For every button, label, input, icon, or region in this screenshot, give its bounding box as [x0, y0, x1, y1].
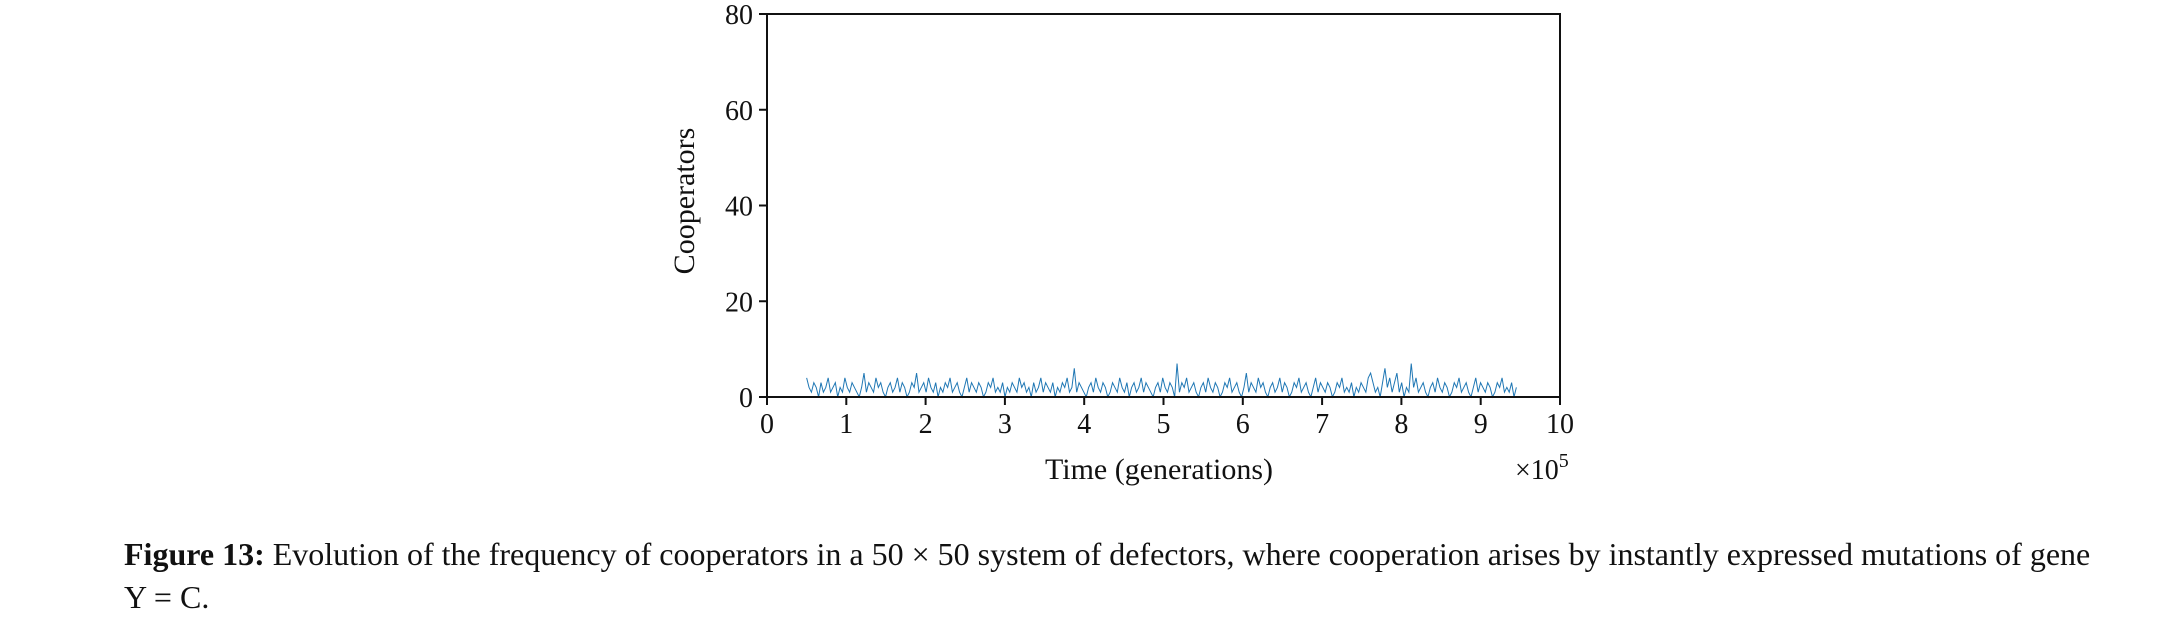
chart: 0 1 2 3 4 5 6 7 8 9 10 0 20 40 60 80 Time (generations…: [668, 0, 1574, 486]
figure-caption: Figure 13: Evolution of the frequency of…: [124, 533, 2114, 619]
plot-area: [766, 13, 1561, 399]
y-axis-title: Cooperators: [668, 128, 701, 275]
x-axis-title: Time (generations): [1045, 453, 1273, 486]
y-tick-label: 0: [739, 383, 753, 414]
x-tick-label: 2: [919, 409, 933, 440]
x-tick-label: 3: [998, 409, 1012, 440]
x-tick-label: 10: [1546, 409, 1574, 440]
x-tick-label: 8: [1394, 409, 1408, 440]
caption-label: Figure 13:: [124, 536, 265, 572]
x-axis: 0 1 2 3 4 5 6 7 8 9 10: [760, 397, 1574, 440]
y-tick-label: 20: [725, 287, 753, 318]
x-tick-label: 4: [1077, 409, 1091, 440]
x-tick-label: 9: [1474, 409, 1488, 440]
x-tick-label: 0: [760, 409, 774, 440]
caption-text: Evolution of the frequency of cooperator…: [124, 536, 2091, 615]
x-tick-label: 1: [839, 409, 853, 440]
y-tick-label: 60: [725, 96, 753, 127]
y-tick-label: 80: [725, 0, 753, 31]
series-line-0: [806, 363, 1517, 399]
y-axis: 0 20 40 60 80: [725, 0, 767, 414]
x-tick-label: 7: [1315, 409, 1329, 440]
x-tick-label: 5: [1157, 409, 1171, 440]
x-tick-label: 6: [1236, 409, 1250, 440]
plot-frame: [766, 13, 1561, 398]
x-axis-multiplier: ×105: [1515, 450, 1569, 486]
y-tick-label: 40: [725, 192, 753, 223]
